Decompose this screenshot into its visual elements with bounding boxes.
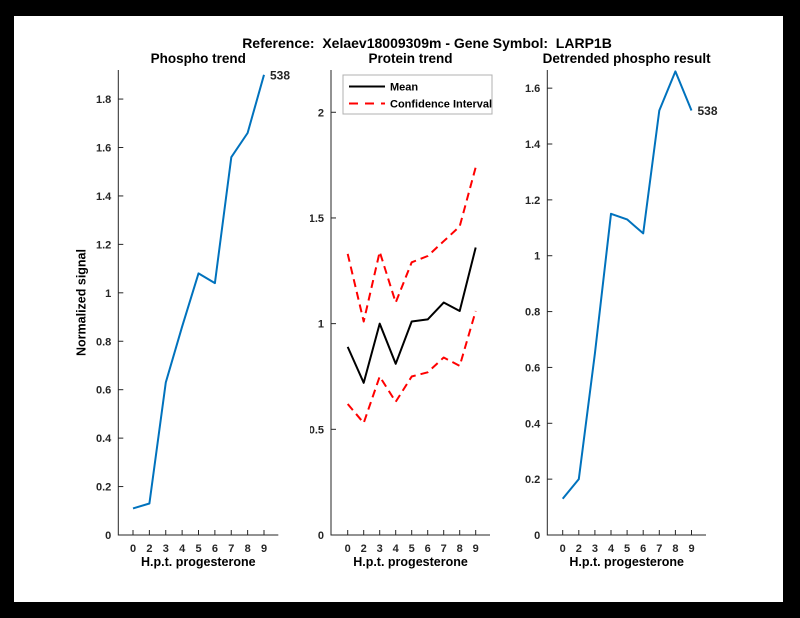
x-tick-label: 3 [592, 543, 598, 555]
y-tick-label: 1 [318, 319, 324, 331]
x-tick-label: 9 [261, 543, 267, 555]
x-axis-label: H.p.t. progesterone [569, 555, 684, 569]
y-tick-label: 1 [105, 288, 111, 300]
x-tick-label: 8 [245, 543, 251, 555]
y-tick-label: 1.6 [525, 83, 540, 95]
x-tick-label: 4 [179, 543, 186, 555]
chart-protein-trend: 0 0.5 1 1.5 2 0 2 3 4 5 6 7 8 9 Protein trend H.p.t. pr… [309, 44, 510, 584]
y-tick-label: 0.6 [525, 362, 540, 374]
x-tick-label: 0 [560, 543, 566, 555]
y-axis-label: Normalized signal [74, 249, 88, 356]
chart-title: Phospho trend [151, 51, 246, 66]
x-tick-label: 6 [425, 543, 431, 555]
chart-title: Protein trend [368, 51, 452, 66]
x-tick-label: 5 [195, 543, 201, 555]
chart-detrended-phospho-result: 0 0.2 0.4 0.6 0.8 1 1.2 1.4 1.6 0 2 3 4 5 6 7 8 9 538 Detre… [510, 44, 760, 584]
chart-title: Detrended phospho result [543, 51, 712, 66]
y-tick-label: 1.2 [525, 195, 540, 207]
x-tick-label: 0 [130, 543, 136, 555]
series-end-label: 538 [698, 104, 718, 118]
y-tick-label: 1.8 [96, 94, 111, 106]
series-detrended-phospho [561, 70, 693, 500]
y-tick-label: 0.8 [96, 336, 111, 348]
x-tick-label: 7 [441, 543, 447, 555]
x-tick-label: 7 [228, 543, 234, 555]
y-tick-label: 0.4 [96, 433, 112, 445]
figure-title: Reference: Xelaev18009309m - Gene Symbol… [242, 35, 612, 51]
y-tick-label: 0.4 [525, 418, 541, 430]
x-tick-label: 9 [473, 543, 479, 555]
y-tick-label: 1.6 [96, 143, 111, 155]
y-tick-label: 0 [534, 530, 540, 542]
legend-label: Confidence Interval [390, 99, 492, 111]
y-tick-label: 0.8 [525, 307, 540, 319]
series-end-label: 538 [270, 68, 290, 82]
x-tick-label: 3 [163, 543, 169, 555]
y-tick-label: 1.5 [310, 213, 324, 225]
x-tick-label: 5 [624, 543, 630, 555]
x-tick-label: 6 [640, 543, 646, 555]
axis-lines [117, 70, 279, 536]
series-ci-upper [346, 166, 477, 323]
y-tick-label: 0.6 [96, 385, 111, 397]
y-tick-label: 1 [534, 251, 540, 263]
x-tick-label: 8 [457, 543, 463, 555]
x-tick-label: 7 [656, 543, 662, 555]
y-tick-label: 0.2 [525, 474, 540, 486]
y-tick-label: 1.2 [96, 239, 111, 251]
chart-phospho-trend: 0 0.2 0.4 0.6 0.8 1 1.2 1.4 1.6 1.8 0 2 3 4 5 6 7 8 9 538 Ph… [40, 44, 310, 584]
x-tick-label: 2 [576, 543, 582, 555]
x-tick-label: 6 [212, 543, 218, 555]
x-tick-label: 4 [393, 543, 400, 555]
y-tick-label: 0 [318, 530, 324, 542]
x-axis-label: H.p.t. progesterone [353, 555, 468, 569]
y-tick-label: 0.5 [310, 424, 324, 436]
y-tick-label: 0 [105, 530, 111, 542]
x-tick-label: 2 [361, 543, 367, 555]
x-tick-label: 2 [146, 543, 152, 555]
series-ci-lower [346, 310, 477, 424]
x-tick-label: 5 [409, 543, 415, 555]
series-phospho-signal [132, 74, 265, 510]
x-tick-label: 9 [688, 543, 694, 555]
y-tick-label: 1.4 [525, 139, 541, 151]
y-tick-label: 2 [318, 107, 324, 119]
y-tick-label: 0.2 [96, 482, 111, 494]
x-tick-label: 8 [672, 543, 678, 555]
legend-label: Mean [390, 82, 418, 94]
x-tick-label: 3 [377, 543, 383, 555]
series-mean [346, 247, 477, 384]
x-axis-label: H.p.t. progesterone [141, 555, 256, 569]
y-tick-label: 1.4 [96, 191, 112, 203]
legend-box [342, 74, 493, 115]
axis-lines [546, 70, 706, 536]
x-tick-label: 0 [345, 543, 351, 555]
axis-lines [330, 70, 490, 536]
x-tick-label: 4 [608, 543, 615, 555]
